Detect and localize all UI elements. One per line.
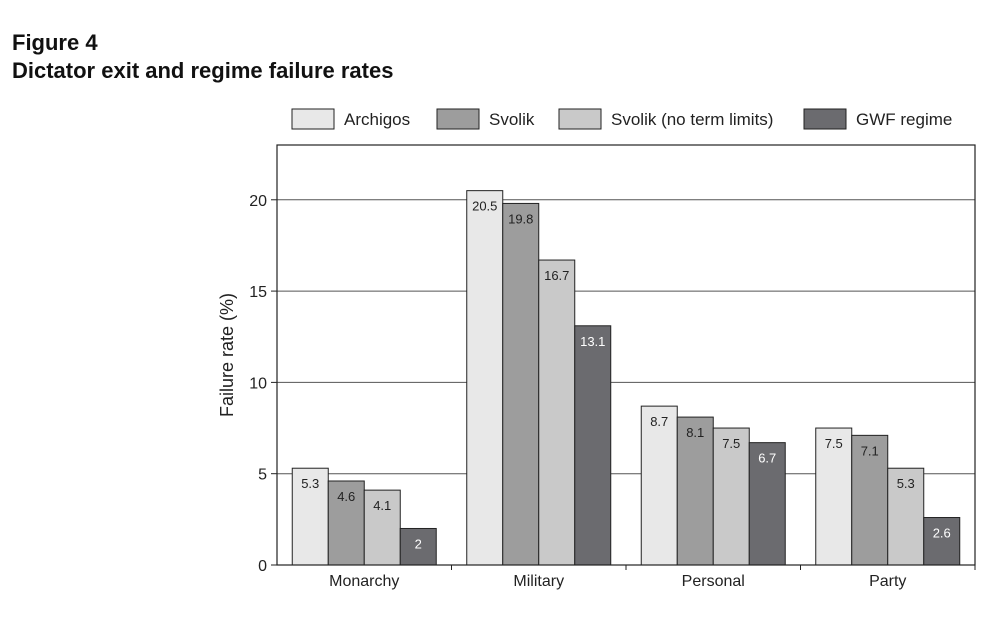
legend-entry: Archigos <box>344 110 410 129</box>
y-tick-label: 15 <box>249 284 267 301</box>
data-label: 13.1 <box>580 334 605 349</box>
data-label: 8.1 <box>686 425 704 440</box>
data-label: 16.7 <box>544 268 569 283</box>
legend-swatch <box>291 108 335 130</box>
x-tick-label: Party <box>869 573 906 590</box>
data-label: 2.6 <box>933 526 951 541</box>
bar-military-3 <box>574 325 612 566</box>
data-label: 5.3 <box>897 476 915 491</box>
y-tick-label: 0 <box>258 558 267 575</box>
data-label: 4.1 <box>373 498 391 513</box>
legend-swatch <box>803 108 847 130</box>
y-tick-label: 20 <box>249 193 267 210</box>
data-label: 6.7 <box>758 451 776 466</box>
bar-party-0 <box>815 427 853 566</box>
legend: Archigos Svolik Svolik (no term limits) GWF… <box>291 108 952 130</box>
bar-monarchy-2 <box>363 489 401 566</box>
legend-entry: Svolik (no term limits) <box>611 110 773 129</box>
y-tick-label: 5 <box>258 467 267 484</box>
data-label: 19.8 <box>508 211 533 226</box>
y-tick-label: 10 <box>249 375 267 392</box>
data-label: 5.3 <box>301 476 319 491</box>
data-label: 8.7 <box>650 414 668 429</box>
bar-personal-0 <box>640 405 678 566</box>
y-axis-title: Failure rate (%) <box>217 293 237 417</box>
bar-military-0 <box>466 190 504 566</box>
legend-entry: Svolik <box>489 110 535 129</box>
bar-military-1 <box>502 202 540 566</box>
bar-party-3 <box>923 517 961 566</box>
bar-party-2 <box>887 467 925 566</box>
bar-monarchy-0 <box>291 467 329 566</box>
legend-swatch <box>558 108 602 130</box>
legend-swatch <box>436 108 480 130</box>
data-label: 7.5 <box>825 436 843 451</box>
plot-area: 0 5 10 15 20 5.3 4.6 4.1 2 Monarchy 20.5 19.8 16.7 13… <box>249 144 976 590</box>
x-tick-label: Military <box>513 573 564 590</box>
figure-title: Dictator exit and regime failure rates <box>12 58 394 83</box>
bar-personal-2 <box>712 427 750 566</box>
x-tick-label: Personal <box>682 573 745 590</box>
bar-military-2 <box>538 259 576 566</box>
data-label: 7.5 <box>722 436 740 451</box>
data-label: 7.1 <box>861 443 879 458</box>
data-label: 4.6 <box>337 489 355 504</box>
legend-entry: GWF regime <box>856 110 952 129</box>
data-label: 20.5 <box>472 199 497 214</box>
data-label: 2 <box>415 536 422 551</box>
x-tick-label: Monarchy <box>329 573 399 590</box>
figure-label: Figure 4 <box>12 30 98 55</box>
plot-frame <box>276 144 976 566</box>
bar-monarchy-3 <box>399 527 437 566</box>
bar-personal-3 <box>748 442 786 566</box>
